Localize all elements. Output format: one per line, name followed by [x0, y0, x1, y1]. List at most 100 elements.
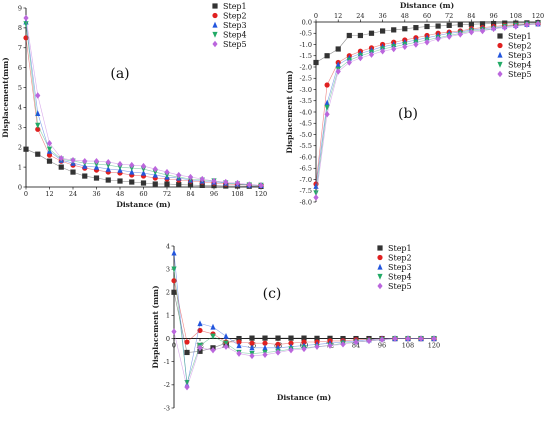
legend-entry: Step2	[508, 42, 532, 51]
data-point	[211, 177, 217, 185]
data-point	[288, 346, 294, 354]
data-point	[262, 351, 268, 358]
data-point	[236, 350, 242, 357]
x-tick-label: 24	[356, 12, 364, 20]
data-point	[184, 339, 190, 345]
x-axis-label: Distance (m)	[116, 200, 170, 209]
data-point	[105, 177, 111, 183]
data-point	[152, 165, 158, 173]
data-point	[391, 27, 397, 33]
data-point	[184, 383, 190, 391]
data-point	[513, 23, 519, 30]
data-point	[435, 35, 441, 43]
legend-marker	[497, 51, 503, 58]
data-point	[368, 51, 375, 58]
data-point	[152, 169, 158, 176]
x-tick-label: 120	[255, 190, 267, 198]
legend-marker	[377, 263, 383, 270]
data-point	[164, 181, 170, 187]
data-point	[93, 161, 100, 168]
data-point	[249, 335, 255, 341]
data-point	[313, 194, 319, 201]
y-tick-label: 0.0	[302, 18, 312, 26]
data-point	[340, 341, 346, 348]
y-tick-label: -6.5	[299, 165, 312, 173]
legend-marker	[497, 33, 503, 39]
y-tick-label: -4.0	[299, 108, 312, 116]
data-point	[502, 24, 508, 31]
x-tick-label: 108	[231, 190, 243, 198]
legend-entry: Step4	[508, 61, 532, 70]
legend-entry: Step4	[388, 273, 412, 282]
legend-entry: Step5	[223, 40, 247, 49]
panel-label: (c)	[263, 286, 282, 302]
data-point	[199, 175, 205, 183]
panel-label: (a)	[110, 66, 129, 82]
legend-marker	[497, 70, 503, 78]
y-tick-label: 7	[18, 44, 22, 52]
data-point	[176, 182, 182, 188]
data-point	[23, 21, 29, 28]
x-tick-label: 0	[314, 12, 318, 20]
data-point	[236, 335, 242, 342]
y-tick-label: 3	[166, 265, 170, 273]
y-tick-label: 4	[166, 242, 170, 250]
y-tick-label: -2.5	[299, 75, 312, 83]
x-tick-label: 72	[445, 12, 453, 20]
data-point	[140, 169, 147, 176]
data-point	[210, 333, 216, 340]
data-point	[380, 48, 386, 55]
series-line-step2	[315, 23, 539, 185]
data-point	[524, 21, 530, 28]
data-point	[479, 21, 486, 27]
data-point	[105, 158, 111, 166]
x-tick-label: 24	[69, 190, 77, 198]
data-point	[392, 335, 398, 342]
data-point	[176, 171, 182, 179]
data-point	[275, 341, 281, 347]
data-point	[301, 345, 307, 353]
series-line-step4	[315, 23, 539, 194]
y-axis-label: Displacement (mm)	[151, 285, 160, 368]
data-point	[197, 344, 203, 352]
data-point	[262, 340, 268, 346]
series-line-step5	[315, 23, 539, 198]
data-point	[82, 173, 88, 179]
legend-entry: Step3	[508, 51, 532, 60]
data-point	[457, 31, 463, 38]
y-tick-label: -0.5	[299, 30, 312, 38]
x-tick-label: 36	[92, 190, 100, 198]
legend-marker	[212, 31, 218, 38]
data-point	[424, 39, 430, 46]
data-point	[413, 41, 419, 48]
legend-entry: Step2	[223, 12, 247, 21]
y-tick-label: -7.5	[299, 187, 312, 195]
data-point	[301, 339, 307, 345]
data-point	[468, 21, 474, 27]
data-point	[223, 343, 229, 350]
legend-entry: Step1	[388, 244, 412, 253]
data-point	[535, 20, 541, 27]
legend-marker	[377, 282, 383, 290]
y-tick-label: -1.5	[299, 52, 312, 60]
data-point	[491, 25, 497, 32]
data-point	[35, 92, 41, 99]
data-point	[210, 346, 216, 354]
data-point	[405, 335, 411, 342]
data-point	[446, 22, 452, 28]
x-tick-label: 48	[401, 12, 409, 20]
data-point	[335, 68, 341, 75]
y-axis-label: Displacement (mm)	[285, 70, 294, 153]
legend-entry: Step2	[388, 254, 412, 263]
data-point	[35, 122, 41, 129]
y-tick-label: 3	[18, 124, 22, 132]
x-tick-label: 84	[186, 190, 194, 198]
data-point	[249, 352, 255, 360]
data-point	[435, 23, 441, 29]
y-tick-label: -3.0	[299, 86, 312, 94]
y-tick-label: -7.0	[299, 176, 312, 184]
data-point	[46, 146, 53, 153]
data-point	[314, 335, 320, 341]
y-tick-label: -3.5	[299, 97, 312, 105]
